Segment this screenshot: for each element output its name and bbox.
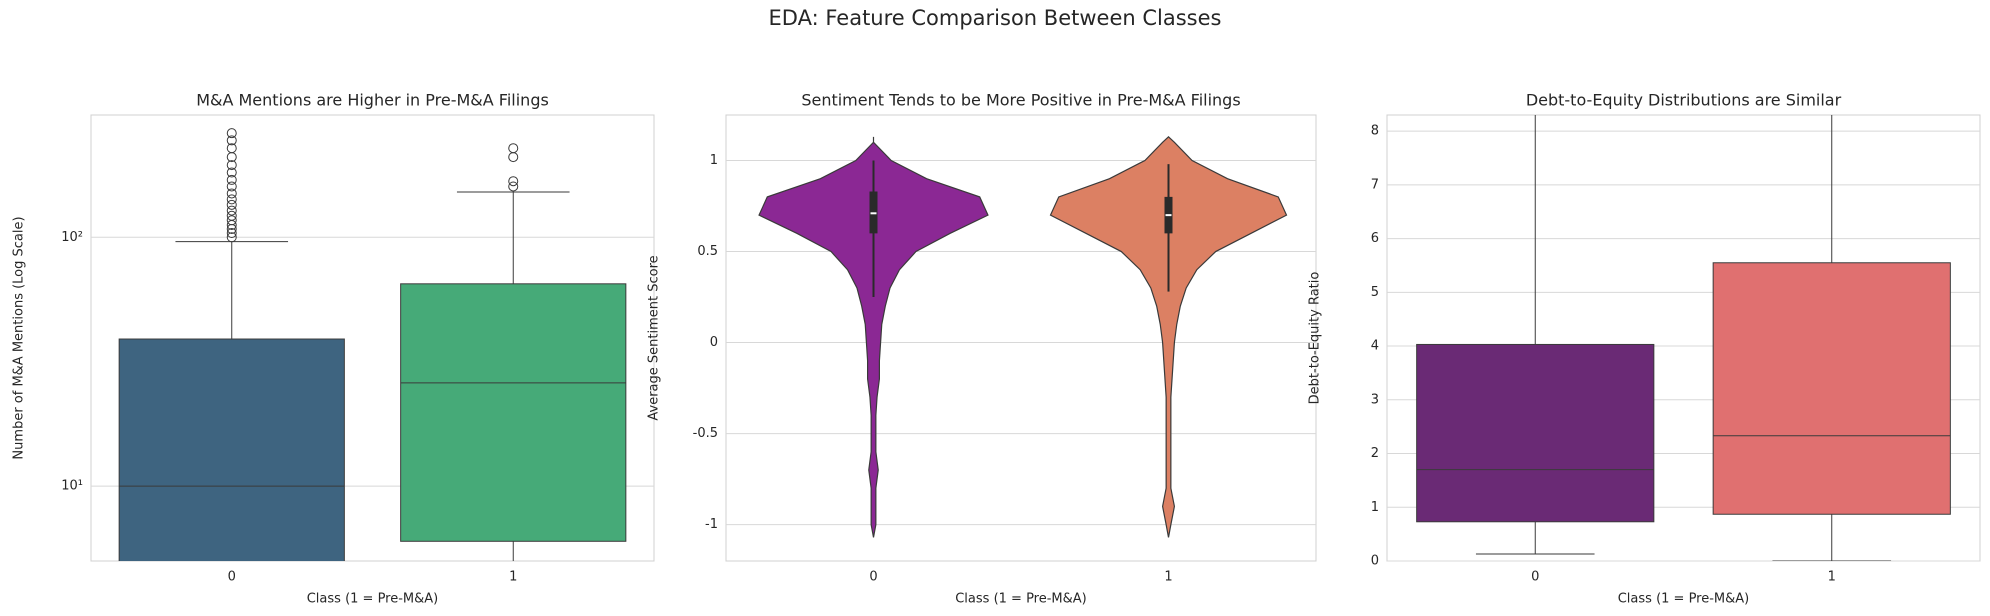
violin-body bbox=[758, 136, 989, 538]
x-tick-label: 1 bbox=[1164, 570, 1172, 585]
y-tick-label: 0 bbox=[1371, 554, 1379, 569]
x-tick-label: 0 bbox=[228, 570, 236, 585]
x-tick-label: 0 bbox=[869, 570, 877, 585]
y-tick-label: 1 bbox=[1371, 500, 1379, 515]
box bbox=[1712, 262, 1951, 515]
outlier bbox=[508, 152, 519, 163]
y-tick-label: 4 bbox=[1371, 339, 1379, 354]
outlier bbox=[226, 228, 237, 239]
outlier bbox=[226, 210, 237, 221]
x-tick-label: 1 bbox=[1828, 570, 1836, 585]
x-axis-label: Class (1 = Pre-M&A) bbox=[307, 592, 439, 607]
plot-area bbox=[1416, 115, 1951, 561]
outlier bbox=[226, 160, 237, 171]
plot-area bbox=[758, 136, 1288, 538]
x-tick-label: 0 bbox=[1531, 570, 1539, 585]
x-tick-label: 1 bbox=[509, 570, 517, 585]
outlier bbox=[508, 181, 519, 192]
x-axis-label: Class (1 = Pre-M&A) bbox=[955, 592, 1087, 607]
x-axis-label: Class (1 = Pre-M&A) bbox=[1618, 592, 1750, 607]
outlier bbox=[226, 143, 237, 154]
outlier bbox=[226, 199, 237, 210]
y-tick-label: 8 bbox=[1371, 124, 1379, 139]
outlier bbox=[226, 205, 237, 216]
y-tick-label: -0.5 bbox=[693, 426, 718, 441]
box bbox=[1416, 343, 1655, 523]
y-tick-label: 2 bbox=[1371, 446, 1379, 461]
y-tick-label: 0.5 bbox=[697, 244, 718, 259]
y-tick-label: 1 bbox=[710, 153, 718, 168]
outlier bbox=[226, 232, 237, 243]
outlier bbox=[226, 188, 237, 199]
y-tick-label: -1 bbox=[705, 517, 718, 532]
y-axis-label: Number of M&A Mentions (Log Scale) bbox=[12, 216, 27, 459]
plot-frame bbox=[725, 114, 1317, 562]
plot-area bbox=[118, 128, 627, 561]
box bbox=[118, 338, 345, 561]
outlier bbox=[226, 181, 237, 192]
outlier bbox=[226, 194, 237, 205]
plot-frame bbox=[90, 114, 655, 562]
y-tick-label: 7 bbox=[1371, 177, 1379, 192]
y-axis-label: Average Sentiment Score bbox=[647, 255, 662, 420]
y-tick-label: 0 bbox=[710, 335, 718, 350]
outlier bbox=[226, 167, 237, 178]
outlier bbox=[226, 135, 237, 146]
subplot-title: Sentiment Tends to be More Positive in P… bbox=[801, 91, 1240, 110]
y-tick-label: 5 bbox=[1371, 285, 1379, 300]
outlier bbox=[226, 128, 237, 139]
outlier bbox=[508, 176, 519, 187]
subplot-title: M&A Mentions are Higher in Pre-M&A Filin… bbox=[196, 91, 549, 110]
outlier bbox=[508, 143, 519, 154]
y-tick-label: 3 bbox=[1371, 392, 1379, 407]
outlier bbox=[226, 174, 237, 185]
violin-body bbox=[1049, 136, 1288, 538]
outlier bbox=[226, 215, 237, 226]
y-tick-label: 10² bbox=[61, 230, 83, 245]
y-axis-label: Debt-to-Equity Ratio bbox=[1308, 272, 1323, 405]
y-tick-label: 6 bbox=[1371, 231, 1379, 246]
subplot-title: Debt-to-Equity Distributions are Similar bbox=[1526, 91, 1842, 110]
box bbox=[400, 283, 627, 542]
suptitle: EDA: Feature Comparison Between Classes bbox=[769, 6, 1222, 30]
y-tick-label: 10¹ bbox=[61, 479, 83, 494]
